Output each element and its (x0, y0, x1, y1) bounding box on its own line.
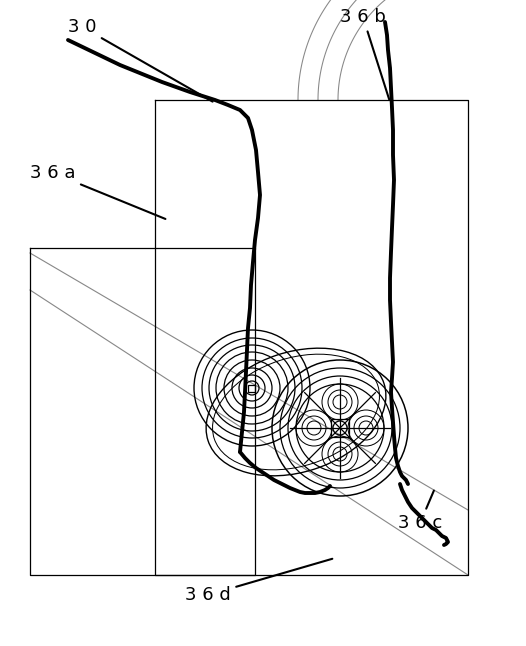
Text: 3 0: 3 0 (68, 18, 213, 101)
Text: 3 6 d: 3 6 d (185, 559, 332, 604)
Text: 3 6 a: 3 6 a (30, 164, 166, 219)
Text: 3 6 b: 3 6 b (340, 8, 389, 99)
Bar (248, 384, 256, 391)
Text: 3 6 c: 3 6 c (398, 490, 442, 532)
Bar (331, 419, 349, 437)
